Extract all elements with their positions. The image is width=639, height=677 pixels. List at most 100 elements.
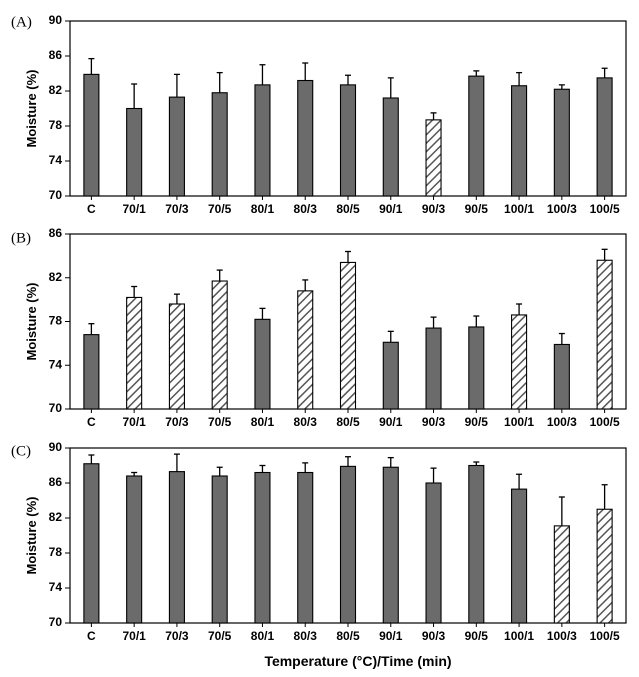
x-tick-label: 100/3 [547, 202, 577, 216]
x-tick-label: 70/3 [165, 415, 189, 429]
bar-80/1 [254, 318, 271, 410]
y-tick-label: 78 [49, 314, 63, 328]
x-tick-label: 80/3 [294, 629, 318, 643]
y-tick-label: 82 [49, 510, 63, 524]
x-tick-label: 70/3 [165, 202, 189, 216]
y-tick-label: 74 [49, 153, 63, 167]
x-tick-label: 100/5 [590, 415, 620, 429]
x-tick-label: 80/3 [294, 202, 318, 216]
bar-90/3 [425, 327, 442, 410]
chart-panel-2: (B) Moisture (%) 70 74 78 82 86 C 70/1 70/3 70/5 80… [11, 226, 627, 429]
x-tick-label: C [87, 415, 96, 429]
bar-90/3 [425, 119, 442, 197]
x-tick-label: 70/5 [208, 415, 232, 429]
bar-70/5 [211, 280, 228, 410]
bar-90/5 [468, 464, 485, 624]
bar-70/1 [126, 475, 143, 624]
bar-70/3 [168, 96, 185, 197]
x-axis-title: Temperature (°C)/Time (min) [264, 653, 451, 669]
x-tick-label: 90/3 [422, 415, 446, 429]
bar-70/5 [211, 92, 228, 197]
x-tick-label: 90/5 [465, 202, 489, 216]
x-tick-label: 70/1 [122, 629, 146, 643]
bar-100/3 [553, 88, 570, 197]
y-tick-label: 74 [49, 357, 63, 371]
x-tick-label: 100/1 [504, 629, 534, 643]
x-tick-label: 70/5 [208, 629, 232, 643]
bar-100/3 [553, 525, 570, 624]
bar-100/5 [596, 77, 613, 197]
bar-80/1 [254, 84, 271, 197]
y-tick-label: 90 [49, 13, 63, 27]
bar-70/1 [126, 107, 143, 197]
bar-70/5 [211, 475, 228, 624]
bar-80/5 [339, 465, 357, 624]
y-tick-label: 82 [49, 270, 63, 284]
x-tick-label: 80/1 [251, 202, 275, 216]
bar-80/1 [254, 471, 271, 624]
y-tick-label: 86 [49, 226, 63, 240]
bar-90/1 [382, 466, 399, 624]
bar-100/5 [596, 508, 613, 624]
bar-80/3 [297, 290, 314, 410]
x-tick-label: 100/3 [547, 629, 577, 643]
bar-90/1 [382, 97, 399, 197]
bar-100/1 [511, 85, 528, 197]
y-tick-label: 78 [49, 118, 63, 132]
y-tick-label: 70 [49, 188, 63, 202]
bar-90/3 [425, 482, 442, 624]
bar-100/5 [596, 259, 613, 410]
panel-label: (B) [11, 230, 31, 246]
x-tick-label: 80/5 [336, 629, 360, 643]
y-tick-label: 78 [49, 545, 63, 559]
bar-80/5 [339, 84, 357, 197]
bar-70/1 [126, 296, 143, 410]
y-tick-label: 86 [49, 475, 63, 489]
bar-80/3 [297, 471, 314, 624]
bar-70/3 [168, 303, 185, 410]
x-tick-label: 80/5 [336, 202, 360, 216]
y-tick-label: 70 [49, 615, 63, 629]
x-tick-label: 90/1 [379, 202, 403, 216]
bar-100/1 [511, 488, 528, 624]
y-axis-title: Moisture (%) [24, 70, 39, 148]
y-tick-label: 90 [49, 440, 63, 454]
x-tick-label: 100/1 [504, 202, 534, 216]
chart-panel-1: (A) Moisture (%) 70 74 78 82 86 90 C 70/1 70/3 70/5… [11, 13, 627, 216]
bar-80/5 [339, 261, 357, 410]
x-tick-label: 100/5 [590, 202, 620, 216]
bar-100/1 [511, 314, 528, 410]
y-tick-label: 82 [49, 83, 63, 97]
x-tick-label: 70/3 [165, 629, 189, 643]
x-tick-label: 80/5 [336, 415, 360, 429]
x-tick-label: 100/3 [547, 415, 577, 429]
x-tick-label: 90/1 [379, 629, 403, 643]
x-tick-label: C [87, 629, 96, 643]
x-tick-label: 90/5 [465, 629, 489, 643]
x-tick-label: C [87, 202, 96, 216]
x-tick-label: 70/1 [122, 415, 146, 429]
x-tick-label: 90/1 [379, 415, 403, 429]
bar-C [83, 463, 100, 624]
x-tick-label: 80/3 [294, 415, 318, 429]
chart-panel-3: (C) Moisture (%) 70 74 78 82 86 90 C 70/1 70/3 70/5… [11, 440, 627, 643]
x-tick-label: 80/1 [251, 629, 275, 643]
panel-label: (C) [11, 443, 31, 459]
x-tick-label: 90/3 [422, 629, 446, 643]
x-tick-label: 70/5 [208, 202, 232, 216]
y-axis-title: Moisture (%) [24, 497, 39, 575]
bar-90/5 [468, 326, 485, 410]
bar-90/1 [382, 341, 399, 410]
bar-70/3 [168, 471, 185, 624]
y-tick-label: 86 [49, 48, 63, 62]
bar-90/5 [468, 75, 485, 197]
panel-label: (A) [11, 14, 32, 30]
bar-80/3 [297, 79, 314, 197]
x-tick-label: 80/1 [251, 415, 275, 429]
x-tick-label: 90/5 [465, 415, 489, 429]
y-tick-label: 70 [49, 401, 63, 415]
y-axis-title: Moisture (%) [24, 283, 39, 361]
x-tick-label: 100/1 [504, 415, 534, 429]
x-tick-label: 70/1 [122, 202, 146, 216]
